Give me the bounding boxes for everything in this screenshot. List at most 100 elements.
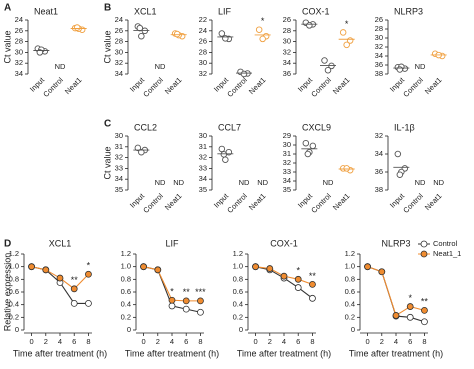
y-tick-label: 38	[375, 69, 383, 78]
data-point	[280, 272, 288, 280]
legend-label: Control	[433, 239, 458, 248]
legend-marker	[420, 250, 428, 258]
data-point	[309, 280, 316, 288]
x-tick-label: 8	[422, 337, 426, 346]
chart-title: IL-1β	[394, 122, 415, 132]
data-point	[36, 49, 44, 56]
y-tick-label: 24	[15, 15, 23, 24]
significance: **	[71, 275, 79, 285]
y-tick-label: 28	[199, 47, 207, 56]
nd-label: ND	[155, 62, 166, 71]
data-point	[154, 266, 162, 274]
x-tick-label: 2	[44, 337, 48, 346]
y-tick-label: 26	[199, 37, 207, 46]
y-tick-label: 28	[15, 37, 23, 46]
significance: **	[421, 297, 429, 307]
significance: *	[87, 261, 91, 271]
data-point	[222, 156, 229, 164]
chart-title: COX-1	[302, 6, 330, 16]
data-point	[70, 299, 78, 307]
y-tick-label: 0.8	[121, 274, 131, 283]
y-tick-label: 0.4	[121, 300, 131, 309]
significance: *	[261, 16, 265, 26]
x-axis-label: Time after treatment (h)	[125, 348, 219, 358]
x-tick-label: Control	[401, 75, 425, 99]
x-tick-label: 2	[268, 337, 272, 346]
chart-title: XCL1	[134, 6, 157, 16]
data-point	[421, 318, 428, 326]
y-tick-label: 0.6	[345, 287, 355, 296]
data-point	[394, 150, 402, 158]
significance: **	[309, 271, 317, 281]
x-tick-label: 8	[310, 337, 314, 346]
legend-marker	[420, 240, 428, 248]
y-tick-label: 0.4	[233, 300, 243, 309]
data-point	[321, 57, 328, 64]
y-tick-label: 30	[115, 131, 123, 140]
y-tick-label: 34	[375, 51, 383, 60]
data-point	[378, 268, 386, 276]
y-tick-label: 30	[199, 58, 207, 67]
x-tick-label: 4	[170, 337, 174, 346]
x-tick-label: 6	[408, 337, 412, 346]
series-line	[255, 266, 313, 299]
x-tick-label: 0	[141, 337, 145, 346]
y-tick-label: 1.2	[345, 249, 355, 258]
data-point	[306, 22, 313, 29]
x-tick-label: Control	[141, 75, 165, 99]
y-tick-label: 26	[375, 15, 383, 24]
y-tick-label: 34	[15, 69, 23, 78]
y-tick-label: 31	[283, 149, 291, 158]
data-point	[168, 302, 176, 310]
y-tick-label: 34	[375, 149, 383, 158]
y-tick-label: 0.6	[233, 287, 243, 296]
y-tick-label: 35	[115, 185, 123, 194]
data-point	[218, 145, 226, 153]
data-point	[85, 270, 92, 278]
y-tick-label: 36	[375, 167, 383, 176]
x-tick-label: Neat1	[247, 75, 268, 96]
y-tick-label: 35	[199, 185, 207, 194]
y-tick-label: 0.8	[233, 274, 243, 283]
data-point	[255, 26, 263, 33]
x-tick-label: Neat1	[423, 75, 444, 96]
x-tick-label: Neat1	[63, 75, 84, 96]
y-tick-label: 36	[375, 60, 383, 69]
chart-title: COX-1	[270, 238, 298, 248]
data-point	[364, 263, 371, 271]
nd-label: ND	[173, 178, 184, 187]
x-tick-label: 4	[282, 337, 286, 346]
y-tick-label: 32	[15, 58, 23, 67]
y-tick-label: 26	[283, 15, 291, 24]
data-point	[343, 165, 350, 172]
y-tick-label: 34	[283, 176, 291, 185]
data-point	[168, 296, 176, 304]
y-tick-label: 24	[115, 15, 123, 24]
y-tick-label: 30	[199, 131, 207, 140]
nd-label: ND	[155, 178, 166, 187]
data-point	[42, 266, 50, 274]
chart-title: NLRP3	[381, 238, 410, 248]
data-point	[222, 35, 229, 42]
data-point	[343, 41, 350, 49]
panel-label: C	[104, 119, 111, 130]
data-point	[294, 275, 302, 283]
data-point	[197, 308, 204, 316]
panel-label: B	[104, 3, 111, 14]
y-tick-label: 0.2	[233, 312, 243, 321]
data-point	[56, 274, 64, 282]
x-tick-label: Neat1	[163, 191, 184, 212]
y-tick-label: 32	[199, 69, 207, 78]
data-point	[252, 263, 259, 271]
data-point	[85, 299, 92, 307]
data-point	[396, 66, 404, 73]
nd-label: ND	[415, 178, 426, 187]
x-tick-label: 8	[86, 337, 90, 346]
data-point	[324, 66, 332, 74]
series-line	[367, 266, 425, 317]
x-tick-label: Control	[41, 75, 65, 99]
y-tick-label: 0.8	[345, 274, 355, 283]
y-tick-label: 1.2	[233, 249, 243, 258]
significance: **	[183, 287, 191, 297]
y-tick-label: 28	[115, 37, 123, 46]
